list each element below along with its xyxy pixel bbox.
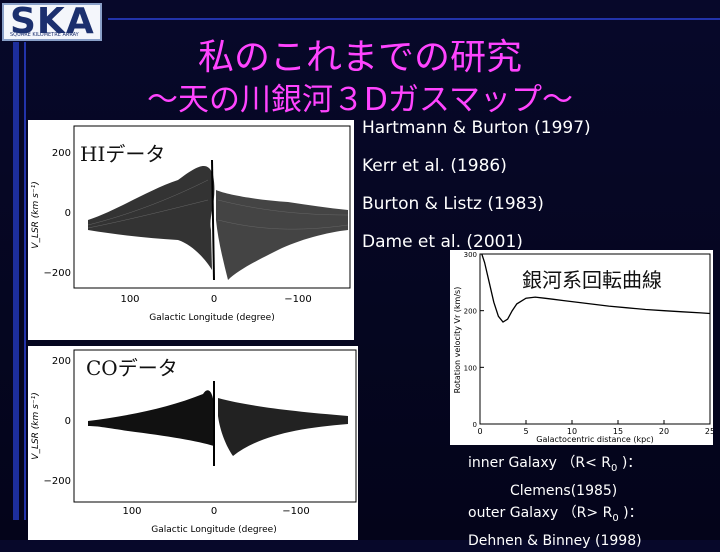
svg-text:200: 200 [52,356,71,367]
decorative-horizontal-line [108,18,720,20]
y-tick-label: 100 [464,364,477,372]
co-lv-diagram: V_LSR (km s⁻¹) 200 0 −200 100 0 −100 Gal… [28,346,358,540]
hi-lv-diagram: V_LSR (km s⁻¹) 200 0 −200 100 0 −100 Gal… [28,120,354,340]
svg-text:100: 100 [122,506,141,517]
ska-logo: SKA SQUARE KILOMETRE ARRAY [2,1,102,42]
x-tick-label: 15 [613,427,623,436]
hi-emission-region [88,165,215,270]
x-tick-label: 25 [705,427,713,436]
co-xlabel: Galactic Longitude (degree) [151,525,276,535]
y-tick-label: 200 [464,308,477,316]
reference-list: Hartmann & Burton (1997) Kerr et al. (19… [362,118,591,270]
rotation-xlabel: Galactocentric distance (kpc) [536,435,653,444]
reference-item: Burton & Listz (1983) [362,194,544,214]
slide-subtitle: ～天の川銀河３Dガスマップ～ [147,82,573,118]
hi-ylabel: V_LSR (km s⁻¹) [31,181,41,248]
y-tick-label: 300 [464,251,477,259]
svg-text:−200: −200 [44,476,71,487]
svg-text:0: 0 [211,294,217,305]
rotation-curve-chart: 0 5 10 15 20 25 0 100 200 300 Galactocentric dist… [450,250,715,445]
rotation-curve-title: 銀河系回転曲線 [522,268,662,292]
slide-title: 私のこれまでの研究 [197,37,522,78]
svg-text:100: 100 [120,294,139,305]
x-tick-label: 20 [659,427,669,436]
svg-text:−200: −200 [44,268,71,279]
decorative-vertical-bar [13,42,19,520]
x-tick-label: 10 [567,427,577,436]
y-tick-label: 0 [473,421,477,429]
x-tick-label: 0 [477,427,482,436]
rotation-curve-line [481,253,711,323]
svg-text:0: 0 [65,416,71,427]
svg-text:−100: −100 [282,506,309,517]
logo-text: SKA [10,1,95,42]
co-data-label: COデータ [86,352,178,381]
x-tick-label: 5 [523,427,528,436]
note-inner-galaxy: inner Galaxy （R< R0 )： [468,455,642,474]
note-inner-source: Clemens(1985) [510,482,618,499]
decorative-vertical-line [24,42,26,520]
rotation-ylabel: Rotation velocity Vr (km/s) [453,287,462,394]
svg-text:0: 0 [211,506,217,517]
reference-item: Kerr et al. (1986) [362,156,507,176]
co-emission-region [88,390,214,446]
plot-frame [479,253,711,425]
svg-text:0: 0 [65,208,71,219]
co-ylabel: V_LSR (km s⁻¹) [31,392,41,459]
svg-text:−100: −100 [284,294,311,305]
note-outer-galaxy: outer Galaxy （R> R0 )： [468,504,643,524]
svg-text:200: 200 [52,148,71,159]
hi-data-label: HIデータ [80,138,166,167]
reference-item: Dame et al. (2001) [362,232,523,252]
hi-emission-region [216,190,348,280]
co-emission-region [218,398,348,456]
reference-item: Hartmann & Burton (1997) [362,118,591,138]
note-outer-source: Dehnen & Binney (1998) [468,532,642,549]
stray-text: y [328,446,337,462]
rotation-curve-sources: inner Galaxy （R< R0 )： Clemens(1985) out… [468,452,643,552]
logo-subtext: SQUARE KILOMETRE ARRAY [10,32,79,38]
hi-xlabel: Galactic Longitude (degree) [149,313,274,323]
